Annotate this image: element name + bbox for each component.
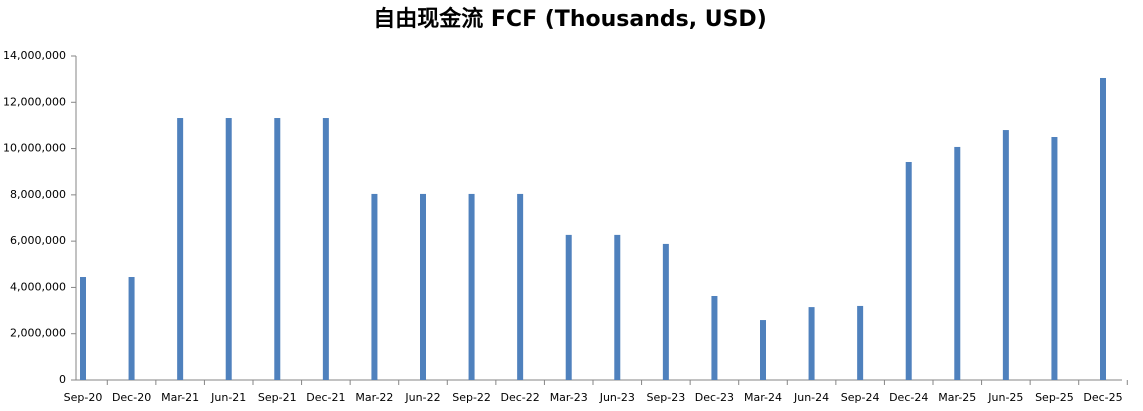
x-tick-label: Mar-23: [550, 391, 588, 404]
bar: [905, 161, 912, 380]
bar: [517, 193, 524, 380]
x-tick-label: Dec-22: [501, 391, 540, 404]
x-tick-label: Mar-21: [161, 391, 199, 404]
x-tick-label: Mar-25: [938, 391, 976, 404]
y-tick-label: 12,000,000: [3, 95, 66, 108]
y-tick-label: 10,000,000: [3, 142, 66, 155]
bar: [857, 305, 864, 380]
x-tick-label: Jun-24: [793, 391, 829, 404]
bar: [565, 234, 572, 380]
bar: [808, 307, 815, 380]
bar: [711, 295, 718, 380]
x-tick-label: Mar-22: [355, 391, 393, 404]
x-tick-label: Dec-25: [1083, 391, 1122, 404]
bar: [128, 277, 135, 380]
bar: [614, 234, 621, 380]
y-tick-label: 2,000,000: [10, 327, 66, 340]
bar: [468, 193, 475, 380]
bar: [177, 118, 184, 380]
x-tick-label: Dec-23: [695, 391, 734, 404]
bar: [371, 193, 378, 380]
bar: [420, 193, 426, 380]
bar: [1002, 130, 1009, 380]
bar: [1051, 137, 1058, 380]
bar: [662, 243, 669, 380]
x-tick-label: Dec-20: [112, 391, 151, 404]
x-tick-label: Dec-21: [306, 391, 345, 404]
y-tick-label: 4,000,000: [10, 280, 66, 293]
y-tick-label: 14,000,000: [3, 49, 66, 62]
x-tick-label: Sep-20: [64, 391, 103, 404]
x-tick-label: Sep-23: [647, 391, 686, 404]
bar: [954, 146, 961, 380]
x-tick-label: Jun-25: [987, 391, 1023, 404]
x-tick-label: Jun-23: [599, 391, 635, 404]
bar: [322, 118, 329, 380]
x-tick-label: Sep-25: [1035, 391, 1074, 404]
x-tick-label: Mar-24: [744, 391, 782, 404]
y-tick-label: 6,000,000: [10, 234, 66, 247]
bar: [274, 118, 281, 380]
y-tick-label: 0: [59, 373, 66, 386]
x-tick-label: Dec-24: [889, 391, 928, 404]
x-tick-label: Sep-24: [841, 391, 880, 404]
y-tick-label: 8,000,000: [10, 188, 66, 201]
x-tick-label: Jun-21: [210, 391, 246, 404]
x-tick-label: Sep-22: [452, 391, 491, 404]
x-tick-label: Jun-22: [404, 391, 440, 404]
x-tick-label: Sep-21: [258, 391, 297, 404]
bar: [225, 118, 232, 380]
bar: [760, 320, 766, 380]
bar: [80, 277, 86, 380]
chart-title: 自由现金流 FCF (Thousands, USD): [373, 6, 767, 32]
bar: [1100, 77, 1106, 380]
